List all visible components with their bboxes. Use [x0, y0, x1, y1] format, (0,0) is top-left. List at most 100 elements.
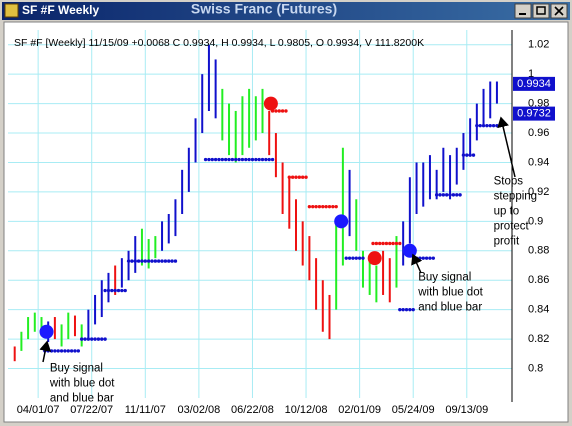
stop-dot: [73, 349, 77, 353]
chart-header: SF #F [Weekly] 11/15/09 +0.0068 C 0.9934…: [14, 37, 424, 49]
stop-dot: [388, 241, 392, 246]
stop-dot: [143, 259, 148, 263]
stop-dot: [217, 157, 221, 162]
signal-dot: [39, 324, 54, 339]
annotation: up to: [494, 206, 520, 218]
stop-dot: [458, 193, 462, 197]
stop-dot: [441, 193, 446, 197]
stop-dot: [274, 109, 278, 113]
price-label: 0.9732: [517, 108, 551, 120]
stop-dot: [116, 288, 121, 293]
stop-dot: [100, 337, 104, 341]
signal-dot: [402, 243, 417, 258]
stop-dot: [404, 307, 409, 312]
stop-dot: [471, 153, 476, 157]
annotation: Buy signal: [50, 363, 103, 375]
stop-dot: [321, 204, 325, 209]
stop-dot: [230, 157, 235, 162]
stop-dot: [167, 259, 171, 263]
price-label: 0.9934: [517, 78, 551, 90]
stop-dot: [374, 241, 379, 246]
stop-dot: [93, 337, 97, 341]
stop-dot: [300, 175, 305, 179]
y-tick-label: 0.88: [528, 245, 549, 257]
stop-dot: [361, 256, 365, 260]
stop-dot: [347, 256, 352, 260]
stop-dot: [314, 204, 318, 209]
minimize-button[interactable]: [514, 3, 532, 19]
stop-dot: [438, 193, 442, 197]
stop-dot: [280, 109, 285, 113]
stop-dot: [465, 153, 469, 157]
stop-dot: [223, 157, 228, 162]
stop-dot: [431, 256, 436, 260]
stop-dot: [126, 259, 131, 263]
stop-dot: [66, 349, 70, 353]
x-tick-label: 05/24/09: [392, 404, 435, 416]
stop-dot: [488, 123, 492, 128]
stop-dot: [294, 175, 298, 179]
stop-dot: [90, 337, 94, 341]
stop-dot: [170, 259, 174, 263]
stop-dot: [156, 259, 161, 263]
window-buttons[interactable]: [514, 3, 568, 19]
signal-dot: [367, 251, 382, 266]
stop-dot: [123, 288, 127, 293]
stop-dot: [408, 307, 412, 312]
stop-dot: [495, 123, 499, 128]
stop-dot: [424, 256, 429, 260]
app-icon: [4, 3, 19, 18]
stop-dot: [213, 157, 218, 162]
stop-dot: [378, 241, 382, 246]
stop-dot: [79, 337, 84, 341]
chart-name: Swiss Franc (Futures): [191, 1, 337, 17]
y-tick-label: 0.84: [528, 304, 549, 316]
annotation: stepping: [494, 191, 537, 203]
y-tick-label: 1.02: [528, 39, 549, 51]
stop-dot: [327, 204, 332, 209]
annotation: profit: [494, 236, 520, 248]
stop-dot: [49, 349, 54, 353]
annotation: Buy signal: [418, 271, 471, 283]
stop-dot: [76, 349, 81, 353]
stop-dot: [391, 241, 395, 246]
stop-dot: [290, 175, 295, 179]
stop-dot: [210, 157, 214, 162]
stop-dot: [207, 157, 211, 162]
stop-dot: [311, 204, 315, 209]
stop-dot: [237, 157, 241, 162]
signal-dot: [334, 214, 349, 229]
stop-dot: [53, 349, 57, 353]
maximize-button[interactable]: [532, 3, 550, 19]
y-tick-label: 0.9: [528, 215, 543, 227]
stop-dot: [227, 157, 231, 162]
stop-dot: [448, 193, 452, 197]
chart-area: [3, 21, 569, 423]
stop-dot: [260, 157, 265, 162]
maximize-glyph: [536, 6, 546, 15]
window-title: SF #F Weekly: [22, 3, 99, 17]
annotation: and blue bar: [418, 301, 482, 313]
stop-dot: [331, 204, 335, 209]
stop-dot: [83, 337, 87, 341]
stop-dot: [267, 157, 271, 162]
stop-dot: [421, 256, 425, 260]
stop-dot: [317, 204, 322, 209]
x-tick-label: 10/12/08: [285, 404, 328, 416]
annotation: with blue dot: [49, 378, 115, 390]
stop-dot: [113, 288, 117, 293]
stop-dot: [110, 288, 114, 293]
stop-dot: [334, 204, 338, 209]
stop-dot: [398, 241, 402, 246]
stop-dot: [304, 175, 308, 179]
stop-dot: [351, 256, 355, 260]
stop-dot: [411, 307, 415, 312]
x-tick-label: 02/01/09: [338, 404, 381, 416]
x-tick-label: 11/11/07: [125, 404, 166, 416]
stop-dot: [244, 157, 248, 162]
stop-dot: [481, 123, 486, 128]
stop-dot: [270, 157, 275, 162]
stop-dot: [461, 153, 466, 157]
price-label-box: [513, 76, 555, 91]
stop-dot: [475, 123, 479, 128]
